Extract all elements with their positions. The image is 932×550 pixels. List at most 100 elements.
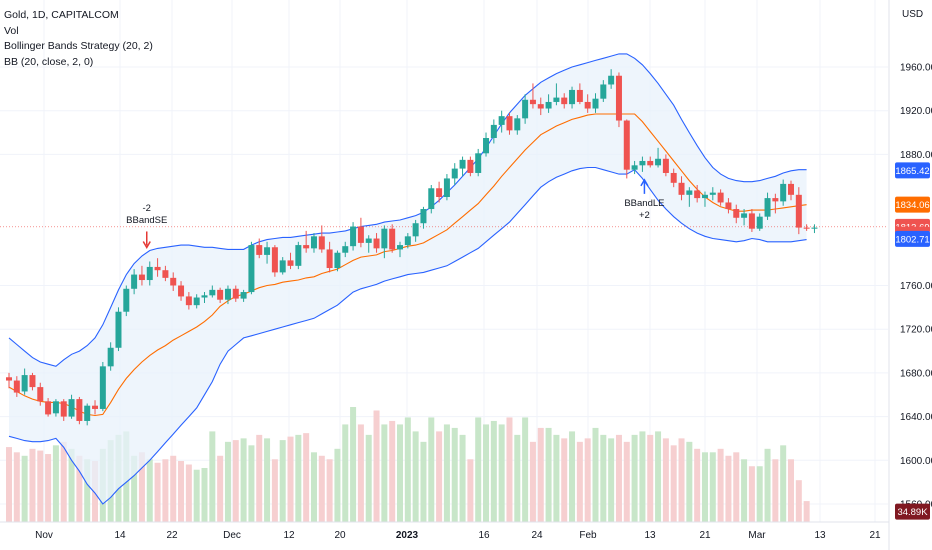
candle-series bbox=[6, 69, 818, 426]
candle-body bbox=[772, 198, 779, 202]
candle-body bbox=[451, 168, 458, 179]
candle-body bbox=[655, 158, 662, 166]
volume-bar bbox=[68, 448, 75, 522]
volume-bar bbox=[170, 455, 177, 522]
volume-bar bbox=[334, 448, 341, 522]
volume-bar bbox=[271, 459, 278, 522]
candle-body bbox=[717, 192, 724, 203]
candle-body bbox=[811, 227, 818, 229]
volume-bar bbox=[725, 455, 732, 522]
volume-bar bbox=[764, 448, 771, 522]
volume-bar bbox=[592, 427, 599, 522]
volume-bar bbox=[772, 459, 779, 522]
candle-body bbox=[631, 165, 638, 170]
volume-bar bbox=[326, 459, 333, 522]
candle-body bbox=[420, 209, 427, 224]
volume-bar bbox=[287, 436, 294, 522]
volume-bar bbox=[13, 452, 20, 522]
candle-body bbox=[647, 160, 654, 166]
volume-bar bbox=[717, 448, 724, 522]
volume-bar bbox=[29, 448, 36, 522]
volume-bar bbox=[741, 459, 748, 522]
price-badge-label: 1802.71 bbox=[895, 234, 929, 245]
volume-bar bbox=[310, 452, 317, 522]
candle-body bbox=[404, 236, 411, 246]
price-badge-label: 34.89K bbox=[897, 507, 928, 518]
volume-bar bbox=[600, 434, 607, 522]
candle-body bbox=[686, 190, 693, 195]
price-tick-label: 1760.00 bbox=[900, 281, 932, 292]
price-tick-label: 1960.00 bbox=[900, 63, 932, 74]
volume-bar bbox=[748, 466, 755, 522]
volume-bar bbox=[146, 459, 153, 522]
volume-bar bbox=[631, 434, 638, 522]
long-signal-label: BBandLE +2 bbox=[614, 198, 674, 222]
strategy-legend[interactable]: Bollinger Bands Strategy (20, 2) bbox=[4, 40, 153, 52]
volume-bar bbox=[561, 438, 568, 522]
volume-bar bbox=[780, 445, 787, 522]
volume-bar bbox=[623, 441, 630, 522]
candle-body bbox=[138, 274, 145, 281]
candle-body bbox=[99, 366, 106, 409]
currency-label[interactable]: USD bbox=[902, 9, 924, 20]
symbol-title[interactable]: Gold, 1D, CAPITALCOM bbox=[4, 9, 119, 21]
price-badge bbox=[895, 162, 930, 179]
price-axis[interactable]: 1960.00 1920.00 1880.00 1760.00 1720.00 1680.… bbox=[888, 0, 932, 550]
candle-body bbox=[178, 285, 185, 297]
volume-bar bbox=[490, 420, 497, 522]
volume-bar bbox=[52, 445, 59, 522]
price-badge-label: 1865.42 bbox=[895, 166, 929, 177]
time-axis[interactable]: Nov 14 22 Dec 12 20 2023 16 24 Feb 13 21 Mar 13 21 bbox=[0, 521, 889, 541]
volume-bar bbox=[264, 438, 271, 522]
candle-body bbox=[162, 270, 169, 278]
candle-body bbox=[154, 266, 161, 271]
volume-bar bbox=[318, 455, 325, 522]
volume-bar bbox=[342, 424, 349, 522]
candle-body bbox=[334, 252, 341, 269]
time-tick-label: 24 bbox=[531, 530, 543, 541]
volume-bar bbox=[576, 441, 583, 522]
candle-body bbox=[21, 375, 28, 392]
volume-bar bbox=[138, 452, 145, 522]
candle-body bbox=[522, 99, 529, 119]
short-signal-qty: -2 bbox=[142, 203, 151, 215]
candle-body bbox=[29, 375, 36, 388]
volume-bar bbox=[84, 459, 91, 522]
volume-bar bbox=[788, 459, 794, 522]
short-signal-arrowhead bbox=[142, 241, 151, 249]
candle-body bbox=[240, 292, 247, 299]
time-tick-label: Mar bbox=[748, 530, 766, 541]
bb-upper-line bbox=[8, 53, 807, 367]
candle-body bbox=[592, 98, 599, 109]
volume-bar bbox=[506, 417, 513, 522]
candle-body bbox=[193, 297, 200, 306]
volume-bar bbox=[514, 434, 521, 522]
time-tick-label: 2023 bbox=[396, 530, 419, 541]
price-badge-label: 1834.06 bbox=[895, 200, 929, 211]
volume-bar bbox=[154, 462, 161, 522]
time-tick-label: 13 bbox=[644, 530, 656, 541]
candle-body bbox=[13, 380, 20, 393]
candle-body bbox=[264, 247, 271, 255]
candle-body bbox=[678, 182, 685, 195]
candle-body bbox=[201, 295, 208, 298]
volume-bar bbox=[615, 434, 622, 522]
price-badge bbox=[895, 196, 930, 213]
candle-body bbox=[545, 101, 552, 109]
candle-body bbox=[6, 377, 12, 381]
price-tick-label: 1640.00 bbox=[900, 412, 932, 423]
volume-bar bbox=[193, 469, 200, 522]
candle-body bbox=[412, 223, 419, 237]
candle-body bbox=[490, 124, 497, 139]
candle-body bbox=[224, 288, 231, 300]
candle-body bbox=[803, 227, 810, 229]
candle-body bbox=[498, 116, 505, 125]
candle-body bbox=[537, 104, 544, 109]
candle-body bbox=[365, 238, 372, 243]
indicator-legend[interactable]: BB (20, close, 2, 0) bbox=[4, 55, 94, 68]
volume-bar bbox=[37, 450, 44, 522]
volume-legend[interactable]: Vol bbox=[4, 24, 19, 37]
volume-bar bbox=[217, 455, 224, 522]
candle-body bbox=[443, 178, 450, 198]
